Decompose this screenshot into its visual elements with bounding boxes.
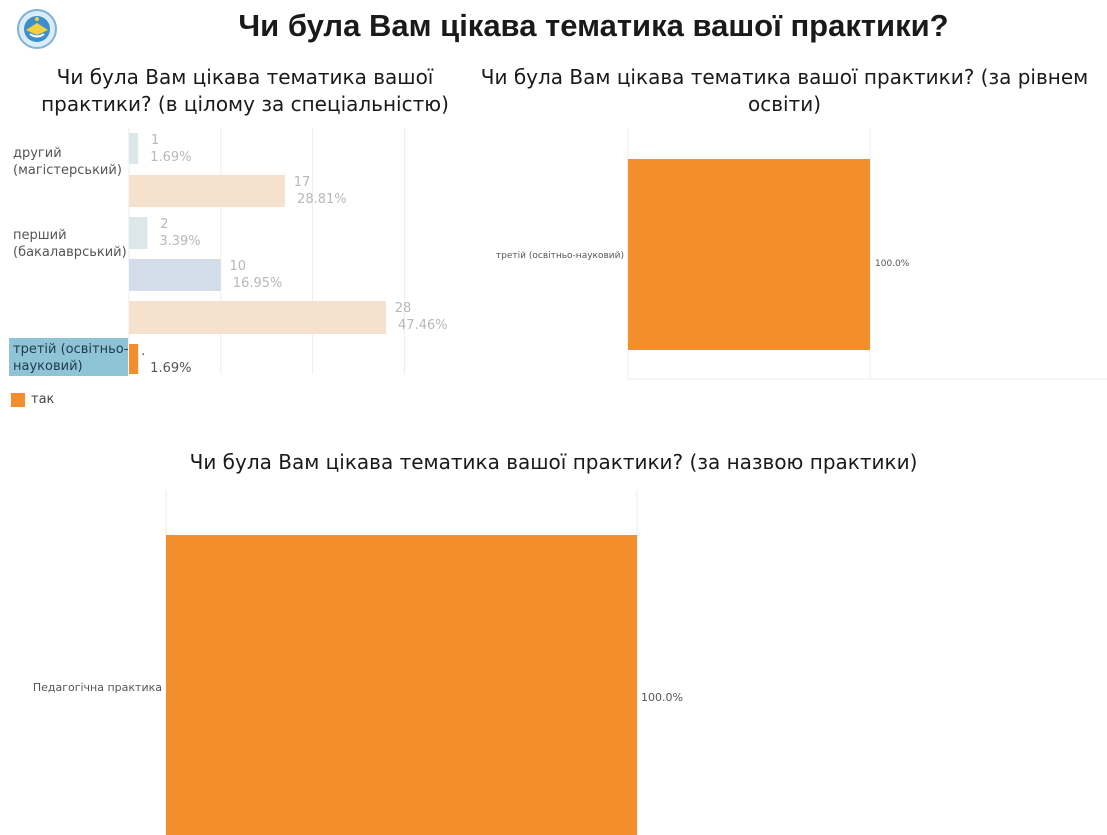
bar-percent-0-1: 28.81%	[297, 192, 347, 207]
category-label-0: третій (освітньо-науковий)	[496, 251, 624, 261]
chart2-title-line1: Чи була Вам цікава тематика вашої практи…	[480, 65, 1089, 89]
legend: так	[11, 392, 54, 407]
chart3-title-line1: Чи була Вам цікава тематика вашої практи…	[189, 450, 918, 474]
chart1-title-line1: Чи була Вам цікава тематика вашої	[56, 65, 434, 89]
bar-count-1-0: 2	[160, 217, 168, 232]
category-label-0: Педагогічна практика	[33, 681, 162, 694]
row-label-2-1: науковий)	[13, 359, 83, 374]
row-label-1-1: (бакалаврський)	[13, 245, 127, 260]
bar-count-1-1: 10	[230, 259, 247, 274]
chart-by-specialty: другий (магістерський) 1 1.69% 17 28.81% перши…	[9, 128, 448, 376]
page-title: Чи була Вам цікава тематика вашої практи…	[238, 8, 949, 43]
bar-count-0-0: 1	[151, 133, 159, 148]
chart1-title: Чи була Вам цікава тематика вашої практи…	[10, 64, 480, 118]
bar-0-1	[129, 175, 286, 207]
bar-percent-1-1: 16.95%	[233, 276, 283, 291]
bar-0-0	[129, 133, 139, 164]
bar-count-2-0: .	[141, 344, 145, 359]
bar-count-0-1: 17	[294, 175, 311, 190]
chart2-title-line2: освіти)	[747, 92, 822, 116]
chart-by-education-level: третій (освітньо-науковий) 100.0%	[496, 128, 1107, 380]
bar-count-1-2: 28	[395, 301, 412, 316]
row-highlight-2	[9, 338, 128, 376]
bar-1-2	[129, 301, 387, 334]
legend-swatch-tak	[11, 392, 25, 407]
chart3-title: Чи була Вам цікава тематика вашої практи…	[0, 449, 1107, 476]
row-label-0-1: (магістерський)	[13, 163, 122, 178]
row-label-0-0: другий	[13, 146, 62, 161]
chart-by-practice-name: Педагогічна практика 100.0%	[33, 490, 683, 835]
bar-percent-0-0: 1.69%	[150, 150, 191, 165]
bar-1-0	[129, 217, 148, 249]
bar-percent-2-0: 1.69%	[150, 361, 191, 376]
row-label-2-0: третій (освітньо-	[13, 342, 129, 357]
bar-1-1	[129, 259, 221, 291]
value-label-0: 100.0%	[875, 259, 910, 269]
bar-0	[166, 535, 637, 835]
university-emblem-icon	[17, 9, 57, 49]
bar-2-0	[129, 344, 139, 374]
row-label-1-0: перший	[13, 228, 67, 243]
chart1-title-line2: практики? (в цілому за спеціальністю)	[41, 92, 449, 116]
legend-label-tak: так	[31, 392, 55, 407]
bar-percent-1-2: 47.46%	[398, 318, 448, 333]
bar-0	[628, 159, 870, 350]
value-label-0: 100.0%	[641, 691, 683, 704]
bar-percent-1-0: 3.39%	[159, 234, 200, 249]
chart2-title: Чи була Вам цікава тематика вашої практи…	[462, 64, 1107, 118]
